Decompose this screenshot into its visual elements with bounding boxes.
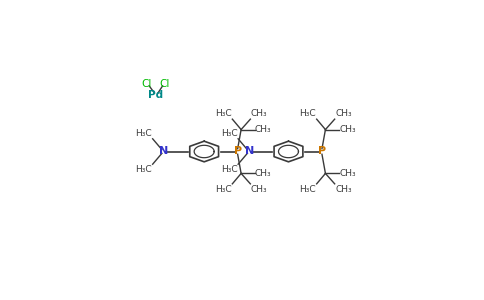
Text: H₃C: H₃C [221, 165, 238, 174]
Text: H₃C: H₃C [136, 129, 152, 138]
Text: N: N [159, 146, 168, 157]
Text: Cl: Cl [141, 79, 151, 89]
Text: H₃C: H₃C [136, 165, 152, 174]
Text: CH₃: CH₃ [335, 185, 352, 194]
Text: CH₃: CH₃ [251, 109, 268, 118]
Text: H₃C: H₃C [221, 129, 238, 138]
Text: N: N [244, 146, 254, 157]
Text: Pd: Pd [148, 90, 163, 100]
Text: P: P [318, 146, 326, 157]
Text: CH₃: CH₃ [255, 125, 272, 134]
Text: CH₃: CH₃ [255, 169, 272, 178]
Text: P: P [234, 146, 242, 157]
Text: H₃C: H₃C [300, 185, 316, 194]
Text: CH₃: CH₃ [339, 169, 356, 178]
Text: CH₃: CH₃ [251, 185, 268, 194]
Text: CH₃: CH₃ [335, 109, 352, 118]
Text: Cl: Cl [160, 79, 170, 89]
Text: H₃C: H₃C [215, 185, 232, 194]
Text: H₃C: H₃C [215, 109, 232, 118]
Text: CH₃: CH₃ [339, 125, 356, 134]
Text: H₃C: H₃C [300, 109, 316, 118]
